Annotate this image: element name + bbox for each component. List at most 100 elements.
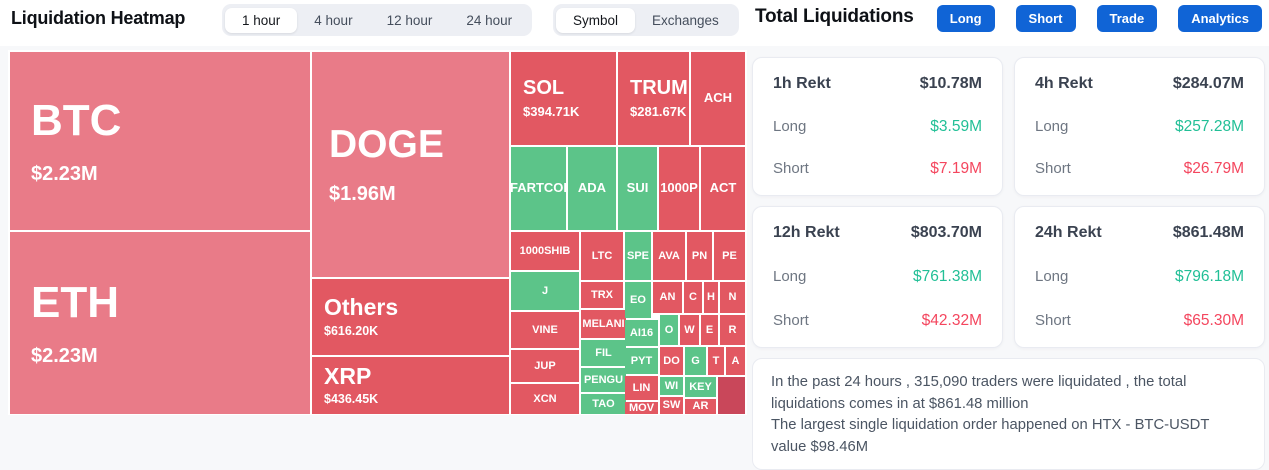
trade-button[interactable]: Trade (1096, 5, 1158, 32)
cell-symbol: FIL (595, 346, 612, 359)
tab-exchanges[interactable]: Exchanges (652, 12, 719, 28)
cell-symbol: W (684, 323, 695, 336)
treemap-cell-trx[interactable]: TRX (581, 282, 623, 308)
card-row: Short $26.79M (1035, 160, 1244, 178)
analytics-button[interactable]: Analytics (1178, 5, 1262, 32)
long-label: Long (1035, 117, 1069, 135)
total-value: $10.78M (919, 75, 982, 92)
treemap-cell-fil[interactable]: FIL (581, 340, 626, 366)
card-row: 12h Rekt $803.70M (773, 224, 982, 242)
treemap-cell-pn[interactable]: PN (687, 232, 712, 280)
treemap-cell-melani[interactable]: MELANI (581, 310, 626, 338)
treemap-cell-ar[interactable]: AR (685, 399, 716, 414)
rekt-cards: 1h Rekt $10.78M Long $3.59M Short $7.19M 4h Re… (752, 57, 1265, 348)
treemap-cell-pengu[interactable]: PENGU (581, 368, 626, 392)
cell-symbol: R (728, 323, 737, 336)
tab-1-hour[interactable]: 1 hour (225, 7, 298, 33)
short-label: Short (1035, 312, 1071, 329)
long-label: Long (773, 117, 807, 135)
treemap-cell-doge[interactable]: DOGE $1.96M (312, 52, 509, 277)
short-button[interactable]: Short (1015, 5, 1076, 32)
treemap-cell-do[interactable]: DO (660, 347, 683, 375)
treemap-cell-mov[interactable]: MOV (625, 402, 658, 414)
treemap-cell-a[interactable]: A (726, 347, 745, 375)
summary-line-1: In the past 24 hours , 315,090 traders w… (771, 374, 1187, 412)
treemap-cell-key[interactable]: KEY (685, 377, 716, 397)
treemap-cell-sui[interactable]: SUI (618, 147, 657, 230)
cell-symbol: XRP (324, 362, 372, 389)
treemap-cell-btc[interactable]: BTC $2.23M (10, 52, 310, 230)
card-row: Short $7.19M (773, 160, 982, 178)
tab-symbol[interactable]: Symbol (556, 7, 636, 33)
treemap-cell-eo[interactable]: EO (625, 282, 651, 318)
cell-value: $436.45K (324, 392, 379, 407)
treemap-cell-w[interactable]: W (680, 315, 699, 345)
treemap-cell-g[interactable]: G (685, 347, 706, 375)
treemap-cell-an[interactable]: AN (653, 282, 682, 313)
tab-12-hour[interactable]: 12 hour (386, 12, 433, 28)
treemap-cell-j[interactable]: J (511, 272, 579, 310)
cell-value: $281.67K (630, 104, 687, 120)
cell-symbol: SUI (626, 180, 649, 196)
treemap-cell-wi[interactable]: WI (660, 377, 683, 395)
treemap-cell-spe[interactable]: SPE (625, 232, 651, 280)
treemap-cell-trump[interactable]: TRUMP $281.67K (618, 52, 689, 145)
treemap-cell-n[interactable]: N (720, 282, 745, 313)
long-button[interactable]: Long (936, 5, 995, 32)
cell-symbol: 1000P (660, 180, 698, 196)
treemap-cell-unlabeled[interactable] (718, 377, 745, 414)
short-value: $26.79M (1183, 160, 1244, 177)
cell-symbol: KEY (689, 380, 712, 393)
treemap-cell-xcn[interactable]: XCN (511, 384, 579, 414)
cell-symbol: MELANI (582, 317, 625, 330)
treemap-cell-pyt[interactable]: PYT (625, 348, 658, 374)
tab-24-hour[interactable]: 24 hour (466, 12, 513, 28)
treemap-cell-r[interactable]: R (720, 315, 745, 345)
treemap-cell-ach[interactable]: ACH (691, 52, 745, 145)
treemap-cell-o[interactable]: O (660, 315, 678, 345)
treemap-cell-tao[interactable]: TAO (581, 394, 626, 414)
cell-symbol: C (689, 291, 697, 304)
treemap-cell-pe[interactable]: PE (714, 232, 745, 280)
treemap-cell-c[interactable]: C (684, 282, 702, 313)
cell-symbol: J (541, 284, 549, 297)
cell-symbol: BTC (31, 96, 122, 146)
treemap-cell-jup[interactable]: JUP (511, 350, 579, 382)
treemap-cell-ava[interactable]: AVA (653, 232, 685, 280)
cell-symbol: SPE (626, 249, 649, 262)
treemap-cell-ada[interactable]: ADA (568, 147, 616, 230)
cell-symbol: 1000SHIB (519, 244, 571, 257)
treemap-cell-xrp[interactable]: XRP $436.45K (312, 357, 509, 414)
treemap-cell-vine[interactable]: VINE (511, 312, 579, 348)
tab-4-hour[interactable]: 4 hour (314, 12, 353, 28)
treemap-cell-1000p[interactable]: 1000P (659, 147, 699, 230)
treemap-cell-act[interactable]: ACT (701, 147, 745, 230)
cell-symbol: ACT (709, 180, 737, 196)
cell-symbol: ETH (31, 278, 119, 328)
cell-symbol: EO (630, 293, 646, 306)
treemap-cell-eth[interactable]: ETH $2.23M (10, 232, 310, 414)
cell-symbol: TRUMP (630, 77, 689, 100)
treemap-cell-1000shib[interactable]: 1000SHIB (511, 232, 579, 270)
treemap-cell-sol[interactable]: SOL $394.71K (511, 52, 616, 145)
cell-symbol: Others (324, 294, 399, 321)
rekt-card-12h-rekt: 12h Rekt $803.70M Long $761.38M Short $42.32M (752, 206, 1003, 348)
treemap-cell-ai16[interactable]: AI16 (625, 320, 658, 346)
cell-symbol: PYT (630, 354, 653, 367)
treemap-cell-t[interactable]: T (708, 347, 724, 375)
cell-symbol: SW (662, 399, 681, 412)
cell-symbol: PENGU (583, 373, 624, 386)
treemap-cell-e[interactable]: E (701, 315, 718, 345)
treemap-cell-lin[interactable]: LIN (625, 376, 658, 400)
treemap-cell-h[interactable]: H (704, 282, 718, 313)
treemap-cell-others[interactable]: Others $616.20K (312, 279, 509, 355)
long-label: Long (773, 268, 807, 285)
treemap-cell-sw[interactable]: SW (660, 397, 683, 414)
cell-symbol: O (664, 323, 674, 336)
treemap-cell-ltc[interactable]: LTC (581, 232, 623, 280)
liquidation-treemap: BTC $2.23M ETH $2.23M DOGE $1.96M Others $616.2… (8, 50, 747, 415)
card-row: Long $796.18M (1035, 268, 1244, 286)
cell-symbol: G (691, 354, 700, 367)
card-row: Short $42.32M (773, 312, 982, 330)
treemap-cell-fartcoi[interactable]: FARTCOI (511, 147, 566, 230)
